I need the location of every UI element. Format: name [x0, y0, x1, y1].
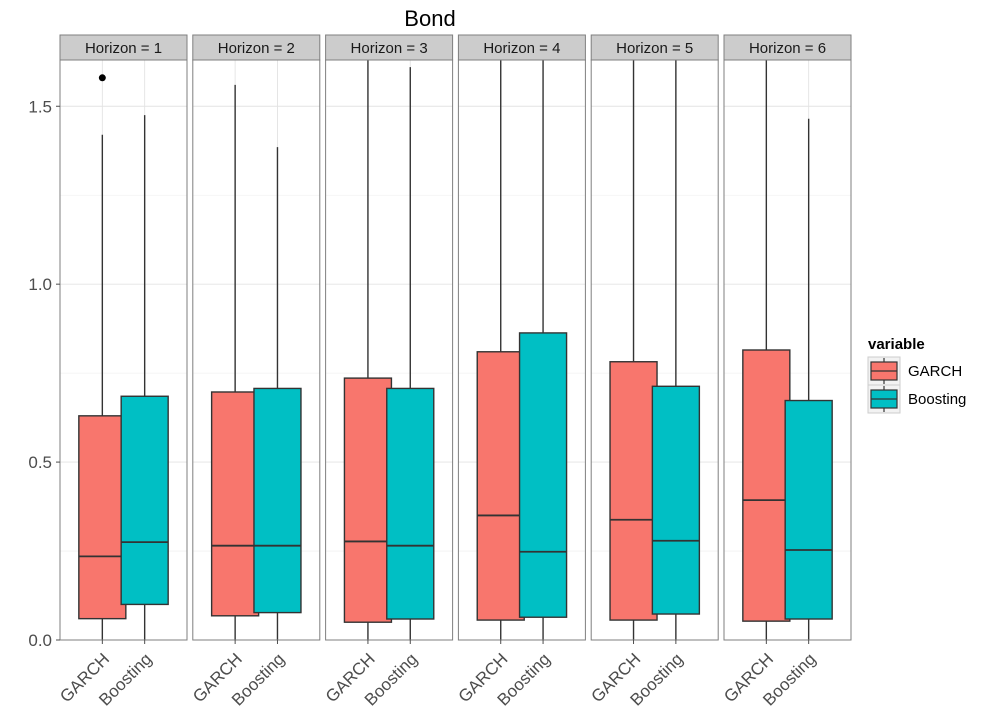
legend-entry-label: GARCH [908, 363, 962, 380]
facet-strip [325, 34, 454, 61]
y-tick-label: 1.0 [28, 275, 52, 294]
box-body [476, 351, 525, 621]
outlier-point [98, 74, 106, 82]
facet-strip [192, 34, 321, 61]
box-boosting [651, 60, 701, 640]
chart-title: Bond [404, 6, 455, 31]
y-tick-label: 0.0 [28, 631, 52, 650]
legend-title: variable [868, 336, 925, 353]
legend: variable GARCH Boosting [867, 336, 966, 414]
legend-entry: GARCH [867, 356, 962, 386]
facet-strip-label: Horizon = 2 [218, 40, 295, 57]
box-body [742, 349, 791, 622]
legend-entry: Boosting [867, 384, 966, 414]
facet-strip-label: Horizon = 4 [483, 40, 560, 57]
box-garch [742, 60, 791, 640]
facet-strip-label: Horizon = 3 [351, 40, 428, 57]
facet-strip-label: Horizon = 1 [85, 40, 162, 57]
box-garch [609, 60, 658, 640]
box-garch [210, 84, 260, 640]
box-body [784, 399, 833, 620]
box-body [78, 415, 127, 620]
facet-strip [590, 34, 719, 61]
box-boosting [120, 115, 169, 640]
box-body [386, 387, 435, 620]
y-axis: 0.0 0.5 1.0 1.5 [28, 97, 60, 650]
box-garch [476, 60, 525, 640]
facet-strip-label: Horizon = 6 [749, 40, 826, 57]
legend-entry-label: Boosting [908, 391, 966, 408]
facet-strip-label: Horizon = 5 [616, 40, 693, 57]
box-boosting [253, 147, 302, 640]
y-tick-label: 0.5 [28, 453, 52, 472]
box-body [609, 361, 658, 621]
box-boosting [518, 60, 568, 640]
facet-strip [723, 34, 852, 61]
box-body [518, 332, 568, 618]
y-tick-label: 1.5 [28, 97, 52, 116]
box-boosting [784, 118, 833, 640]
box-body [210, 391, 260, 617]
facet-strip [59, 34, 188, 61]
box-boosting [386, 67, 435, 640]
box-body [253, 387, 302, 614]
box-garch [343, 60, 393, 640]
box-body [343, 377, 393, 623]
box-body [120, 395, 169, 606]
facet-strip [457, 34, 586, 61]
box-body [651, 385, 701, 615]
